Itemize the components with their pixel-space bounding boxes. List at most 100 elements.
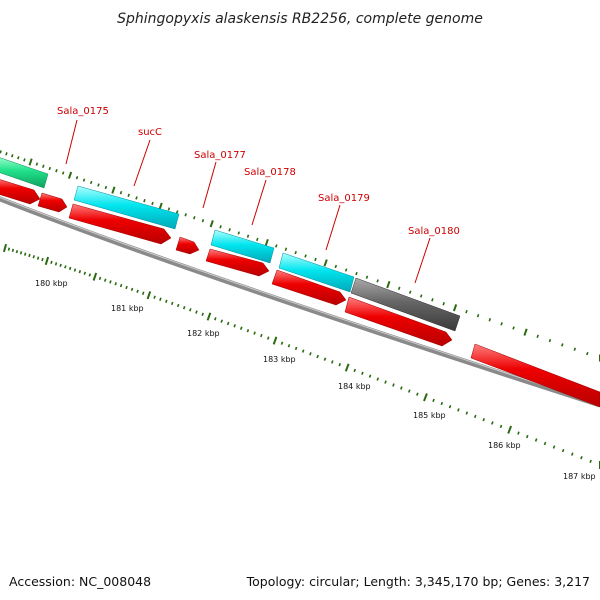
- upper-major-tick: [209, 220, 214, 228]
- scale-major-tick: [423, 393, 428, 402]
- scale-minor-tick: [28, 253, 31, 258]
- scale-major-tick: [344, 363, 350, 372]
- kbp-label: 187 kbp: [563, 472, 596, 481]
- gene-label-sala-0175: Sala_0175: [57, 106, 109, 117]
- kbp-label: 181 kbp: [111, 304, 144, 313]
- scale-minor-tick: [119, 283, 123, 288]
- gene-block-cyan-succ: [73, 185, 180, 230]
- scale-major-tick: [44, 256, 50, 266]
- upper-minor-tick: [284, 247, 288, 251]
- scale-minor-tick: [465, 411, 469, 415]
- upper-minor-tick: [82, 178, 86, 182]
- upper-minor-tick: [408, 290, 412, 294]
- cds-arrow-1: [0, 179, 41, 205]
- upper-minor-tick: [442, 302, 445, 306]
- scale-minor-tick: [214, 317, 217, 321]
- scale-major-tick: [206, 312, 212, 321]
- upper-minor-tick: [365, 275, 369, 279]
- scale-minor-tick: [301, 349, 305, 353]
- scale-minor-tick: [88, 273, 92, 277]
- scale-minor-tick: [580, 456, 583, 460]
- upper-minor-tick: [334, 264, 338, 269]
- gene-block-green: [0, 157, 49, 189]
- scale-minor-tick: [189, 308, 192, 312]
- upper-minor-tick: [175, 210, 179, 214]
- upper-minor-tick: [246, 234, 250, 238]
- scale-minor-tick: [176, 303, 180, 308]
- scale-minor-tick: [287, 344, 291, 348]
- scale-minor-tick: [253, 331, 256, 335]
- upper-minor-tick: [256, 237, 259, 242]
- scale-minor-tick: [482, 418, 486, 422]
- scale-major-tick: [92, 272, 98, 281]
- upper-minor-tick: [23, 158, 26, 162]
- upper-minor-tick: [151, 201, 154, 206]
- scale-minor-tick: [361, 371, 364, 375]
- scale-minor-tick: [68, 266, 72, 271]
- scale-minor-tick: [182, 306, 186, 310]
- cds-arrow-4: [175, 236, 200, 255]
- upper-major-tick: [264, 238, 269, 247]
- scale-minor-tick: [201, 312, 204, 316]
- scale-minor-tick: [543, 441, 547, 446]
- gene-block-cyan-0179: [278, 252, 355, 293]
- genome-backbone: [0, 196, 600, 408]
- scale-minor-tick: [19, 251, 23, 255]
- upper-minor-tick: [61, 171, 65, 175]
- gene-label-callouts: Sala_0175 sucC Sala_0177 Sala_0178 Sala_…: [57, 106, 460, 284]
- scale-minor-tick: [323, 357, 327, 361]
- cds-arrow-8: [470, 343, 600, 408]
- upper-minor-tick: [275, 244, 278, 248]
- upper-major-tick: [386, 280, 391, 289]
- upper-major-tick: [67, 171, 73, 179]
- scale-minor-tick: [384, 380, 387, 384]
- scale-minor-tick: [136, 289, 139, 293]
- scale-minor-tick: [552, 445, 556, 449]
- gene-label-sala-0180: Sala_0180: [408, 226, 460, 237]
- gene-label-sala-0179: Sala_0179: [318, 193, 370, 204]
- upper-minor-tick: [11, 154, 14, 158]
- scale-minor-tick: [517, 431, 520, 435]
- scale-minor-tick: [457, 408, 460, 412]
- scale-minor-tick: [570, 452, 574, 456]
- upper-minor-tick: [376, 279, 379, 283]
- scale-minor-tick: [561, 448, 565, 453]
- scale-minor-tick: [36, 256, 40, 260]
- upper-major-tick: [111, 186, 116, 194]
- upper-major-tick: [523, 328, 528, 336]
- scale-minor-tick: [41, 257, 44, 262]
- scale-minor-tick: [83, 271, 87, 275]
- map-title: Sphingopyxis alaskensis RB2256, complete…: [117, 11, 483, 27]
- scale-minor-tick: [50, 260, 53, 265]
- upper-minor-tick: [193, 216, 196, 220]
- scale-minor-tick: [316, 354, 319, 359]
- scale-minor-tick: [15, 249, 19, 254]
- upper-minor-tick: [294, 250, 297, 255]
- scale-minor-tick: [226, 321, 230, 326]
- scale-minor-tick: [353, 368, 357, 373]
- gene-label-sala-0177: Sala_0177: [194, 150, 246, 161]
- upper-minor-tick: [75, 176, 79, 180]
- callout-line-sala-0178: [251, 179, 267, 226]
- scale-minor-tick: [153, 295, 156, 299]
- scale-minor-tick: [266, 336, 270, 340]
- upper-major-tick: [452, 304, 458, 312]
- scale-minor-tick: [165, 299, 168, 303]
- kbp-label: 184 kbp: [338, 382, 371, 391]
- scale-minor-tick: [78, 270, 82, 274]
- scale-minor-tick: [109, 280, 112, 284]
- scale-minor-tick: [24, 252, 27, 256]
- scale-minor-tick: [114, 282, 117, 286]
- scale-minor-tick: [376, 377, 380, 381]
- scale-ticks: [2, 243, 600, 469]
- genome-backbone-highlight: [0, 196, 600, 404]
- upper-minor-tick: [512, 326, 515, 330]
- scale-minor-tick: [195, 310, 198, 314]
- callout-line-succ: [133, 139, 151, 187]
- gene-label-sala-0178: Sala_0178: [244, 167, 296, 178]
- scale-minor-tick: [589, 459, 592, 464]
- scale-minor-tick: [309, 352, 312, 356]
- upper-minor-tick: [17, 156, 20, 160]
- scale-minor-tick: [239, 326, 243, 330]
- inner-track-cds: [0, 179, 600, 408]
